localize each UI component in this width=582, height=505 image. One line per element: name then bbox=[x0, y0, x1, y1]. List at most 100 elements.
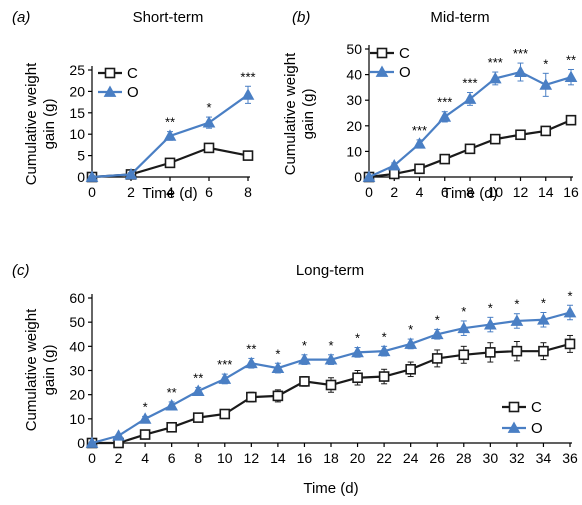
y-tick-label: 0 bbox=[354, 169, 362, 185]
x-tick-label: 8 bbox=[244, 184, 252, 200]
data-point-O bbox=[244, 356, 258, 369]
legend-label-C: C bbox=[531, 399, 542, 416]
significance-label: * bbox=[302, 338, 307, 353]
data-point-O bbox=[241, 88, 255, 100]
data-point-O bbox=[271, 361, 285, 373]
x-tick-label: 16 bbox=[563, 184, 579, 200]
data-point-O bbox=[298, 353, 311, 365]
legend-marker-O bbox=[375, 65, 389, 77]
data-point-O bbox=[413, 137, 426, 149]
data-point-C bbox=[166, 421, 177, 433]
y-tick-label: 25 bbox=[69, 62, 85, 78]
x-axis-label: Time (d) bbox=[142, 185, 197, 202]
x-tick-label: 4 bbox=[166, 184, 174, 200]
data-point-O bbox=[165, 399, 179, 411]
x-tick-label: 24 bbox=[403, 450, 419, 466]
data-point-O bbox=[510, 314, 524, 326]
data-point-C bbox=[489, 133, 501, 145]
legend-label-O: O bbox=[399, 64, 411, 81]
significance-label: * bbox=[382, 329, 387, 344]
data-point-O bbox=[377, 344, 391, 357]
significance-label: * bbox=[275, 346, 280, 361]
legend-marker-C bbox=[104, 67, 116, 79]
x-tick-label: 2 bbox=[127, 184, 135, 200]
x-tick-label: 20 bbox=[350, 450, 366, 466]
data-point-O bbox=[404, 337, 418, 349]
data-point-C bbox=[405, 363, 416, 375]
y-tick-label: 5 bbox=[77, 148, 85, 164]
data-point-C bbox=[538, 345, 549, 357]
legend-label-O: O bbox=[127, 84, 139, 101]
legend-label-C: C bbox=[127, 65, 138, 82]
x-tick-label: 28 bbox=[456, 450, 472, 466]
data-point-O bbox=[85, 170, 99, 182]
significance-label: * bbox=[514, 297, 519, 312]
data-point-O bbox=[463, 92, 477, 104]
x-tick-label: 2 bbox=[115, 450, 123, 466]
data-point-O bbox=[539, 78, 553, 90]
y-tick-label: 10 bbox=[346, 143, 362, 159]
significance-label: *** bbox=[412, 123, 427, 138]
x-tick-label: 14 bbox=[538, 184, 554, 200]
significance-label: * bbox=[488, 300, 493, 315]
x-tick-label: 0 bbox=[88, 450, 96, 466]
x-tick-label: 18 bbox=[323, 450, 339, 466]
chart-panel-1: (b) Mid-term 0 10 20 30 40 50 0 2 4 6 8 10 12 14 16 Time … bbox=[282, 9, 579, 202]
x-tick-label: 32 bbox=[509, 450, 525, 466]
legend-marker-C bbox=[508, 401, 520, 413]
data-point-O bbox=[362, 170, 376, 182]
legend-marker-O bbox=[103, 85, 117, 97]
data-point-O bbox=[457, 321, 471, 334]
data-point-O bbox=[112, 429, 125, 441]
y-tick-label: 15 bbox=[69, 105, 85, 121]
significance-label: *** bbox=[437, 95, 452, 110]
significance-label: *** bbox=[217, 357, 232, 372]
x-tick-label: 6 bbox=[168, 450, 176, 466]
data-point-C bbox=[564, 338, 576, 350]
panel-label: (a) bbox=[12, 9, 30, 26]
data-point-O bbox=[563, 305, 577, 318]
panel-label: (c) bbox=[12, 262, 30, 279]
y-tick-label: 40 bbox=[346, 67, 362, 83]
significance-label: * bbox=[143, 399, 148, 414]
data-point-O bbox=[537, 313, 550, 325]
data-point-C bbox=[431, 353, 443, 364]
data-point-O bbox=[124, 167, 138, 180]
data-point-O bbox=[138, 412, 152, 424]
x-tick-label: 26 bbox=[429, 450, 445, 466]
y-axis-label: Cumulative weightgain (g) bbox=[23, 62, 58, 185]
significance-label: * bbox=[328, 338, 333, 353]
significance-label: ** bbox=[165, 115, 175, 130]
data-point-O bbox=[85, 436, 99, 448]
data-point-O bbox=[324, 353, 338, 365]
data-point-C bbox=[439, 153, 451, 165]
x-tick-label: 12 bbox=[244, 450, 260, 466]
data-point-O bbox=[438, 110, 452, 122]
data-point-C bbox=[164, 157, 176, 169]
data-point-O bbox=[514, 65, 527, 77]
data-point-C bbox=[485, 347, 496, 358]
legend-label-O: O bbox=[531, 420, 543, 437]
significance-label: *** bbox=[488, 55, 503, 70]
x-tick-label: 0 bbox=[88, 184, 96, 200]
data-point-O bbox=[163, 129, 177, 141]
significance-label: *** bbox=[462, 76, 477, 91]
chart-title: Mid-term bbox=[430, 9, 489, 26]
x-axis-label: Time (d) bbox=[303, 480, 358, 497]
x-tick-label: 10 bbox=[487, 184, 503, 200]
significance-label: ** bbox=[566, 52, 576, 67]
x-axis-label: Time (d) bbox=[442, 185, 497, 202]
significance-label: * bbox=[461, 304, 466, 319]
significance-label: * bbox=[435, 312, 440, 327]
x-tick-label: 0 bbox=[365, 184, 373, 200]
data-point-O bbox=[564, 70, 578, 83]
x-tick-label: 36 bbox=[562, 450, 578, 466]
chart-title: Long-term bbox=[296, 262, 364, 279]
legend-marker-O bbox=[507, 421, 521, 433]
significance-label: * bbox=[408, 322, 413, 337]
y-tick-label: 0 bbox=[77, 169, 85, 185]
y-tick-label: 50 bbox=[69, 314, 85, 330]
data-point-C bbox=[246, 391, 257, 403]
